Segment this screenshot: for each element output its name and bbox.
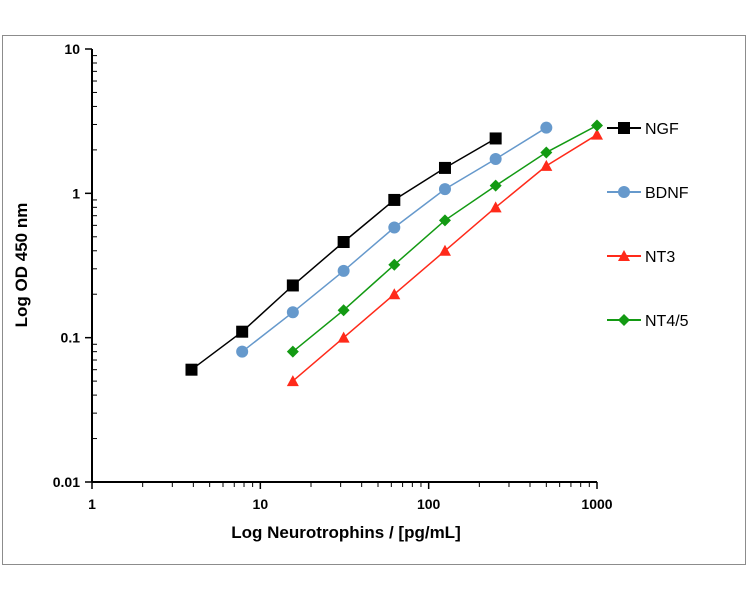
data-point-bdnf [286,306,299,319]
chart-svg: 0.01 0.1 1 10 1 10 100 1000 NGF BDNF NT3 NT4/5 Log… [12,41,689,542]
x-tick-label: 100 [417,496,441,512]
series-layer [185,119,603,387]
data-point-nt4-5 [286,345,299,358]
y-tick-label: 0.1 [61,330,81,346]
series-nt4-5 [286,119,603,358]
legend-item-nt4-5: NT4/5 [607,313,689,330]
data-point-nt3 [337,331,350,343]
legend-item-nt3: NT3 [607,249,675,266]
data-point-bdnf [540,121,553,134]
data-point-nt4-5 [591,119,603,132]
data-point-bdnf [388,221,401,234]
data-point-nt4-5 [540,146,553,159]
data-point-bdnf [236,345,249,358]
axes: 0.01 0.1 1 10 1 10 100 1000 [53,41,613,512]
legend-label-nt3: NT3 [645,249,675,266]
data-point-bdnf [337,264,350,277]
y-tick-label: 1 [72,185,80,201]
data-point-nt4-5 [438,214,451,227]
legend-item-ngf: NGF [607,121,679,138]
legend-label-nt4-5: NT4/5 [645,313,689,330]
data-point-bdnf [438,183,451,196]
x-tick-label: 10 [253,496,269,512]
data-point-nt4-5 [337,304,350,317]
chart-frame: 0.01 0.1 1 10 1 10 100 1000 NGF BDNF NT3 NT4/5 Log… [2,35,746,565]
legend-marker-ngf [618,122,630,134]
data-point-ngf [185,363,198,376]
legend-marker-nt3 [618,250,630,261]
series-bdnf [236,121,553,358]
y-tick-label: 10 [64,41,80,57]
data-point-nt3 [286,375,299,387]
legend-item-bdnf: BDNF [607,185,689,202]
data-point-ngf [388,193,401,206]
data-point-nt3 [438,244,451,256]
legend-marker-bdnf [618,186,630,198]
data-point-ngf [489,132,502,145]
data-point-nt3 [540,159,553,171]
data-point-ngf [438,161,451,174]
series-nt3 [286,128,603,387]
data-point-nt3 [388,288,401,300]
legend-marker-nt4-5 [618,314,630,326]
data-point-nt3 [591,128,603,140]
data-point-ngf [337,236,350,249]
data-point-nt4-5 [388,258,401,271]
y-axis-title: Log OD 450 nm [12,203,31,328]
data-point-bdnf [489,152,502,165]
data-point-nt4-5 [489,179,502,192]
series-ngf [185,132,502,376]
legend-label-ngf: NGF [645,121,679,138]
x-tick-label: 1 [88,496,96,512]
legend: NGF BDNF NT3 NT4/5 [607,121,689,330]
x-axis-title: Log Neurotrophins / [pg/mL] [231,523,460,542]
data-point-ngf [286,279,299,292]
x-tick-label: 1000 [581,496,612,512]
legend-label-bdnf: BDNF [645,185,689,202]
data-point-nt3 [489,201,502,213]
data-point-ngf [236,325,249,338]
y-tick-label: 0.01 [53,474,80,490]
